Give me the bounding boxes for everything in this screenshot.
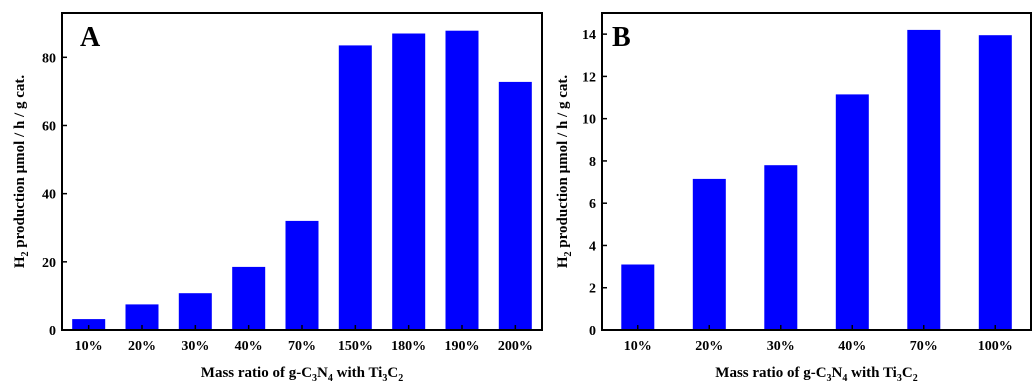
bar-20% [692, 178, 726, 330]
x-tick-label: 10% [75, 339, 103, 354]
x-tick-label: 10% [624, 339, 652, 354]
y-tick-label: 0 [589, 324, 596, 339]
y-axis-title: H2 production μmol / h / g cat. [555, 75, 574, 268]
x-tick-label: 180% [391, 339, 426, 354]
bar-70% [285, 220, 319, 330]
y-tick-label: 10 [582, 113, 596, 128]
bar-150% [338, 45, 372, 331]
x-tick-label: 190% [445, 339, 480, 354]
x-tick-label: 40% [235, 339, 263, 354]
y-axis-title: H2 production μmol / h / g cat. [12, 75, 31, 268]
bar-40% [232, 266, 266, 330]
x-tick-label: 40% [838, 339, 866, 354]
bar-190% [445, 30, 479, 330]
plot-frame [601, 12, 1032, 331]
x-tick-label: 150% [338, 339, 373, 354]
bar-70% [907, 29, 941, 331]
bar-180% [392, 33, 426, 330]
x-tick-label: 200% [498, 339, 533, 354]
panel-label: B [612, 22, 631, 53]
x-tick-label: 70% [910, 339, 938, 354]
panel-a-chart: 0 20 40 60 80 10% 20% 30% 40% 70% 150% 180% 190% 200%… [12, 12, 543, 383]
bar-10% [621, 264, 655, 330]
bar-10% [72, 319, 106, 330]
y-tick-label: 60 [42, 119, 56, 134]
x-tick-label: 30% [181, 339, 209, 354]
x-tick-label: 20% [695, 339, 723, 354]
y-tick-label: 14 [582, 28, 596, 43]
x-axis-title: Mass ratio of g-C3N4 with Ti3C2 [201, 365, 403, 383]
x-tick-label: 100% [978, 339, 1013, 354]
bar-40% [835, 94, 869, 331]
panel-b-chart: 0 2 4 6 8 10 12 14 10% 20% 30% 40% 70% 100% B Mass rati… [555, 12, 1032, 383]
y-tick-label: 20 [42, 256, 56, 271]
y-tick-label: 80 [42, 51, 56, 66]
x-tick-label: 20% [128, 339, 156, 354]
bar-100% [978, 35, 1012, 330]
x-tick-label: 70% [288, 339, 316, 354]
y-tick-label: 40 [42, 188, 56, 203]
x-tick-label: 30% [767, 339, 795, 354]
bar-30% [764, 165, 798, 330]
y-tick-label: 12 [582, 70, 596, 85]
y-tick-label: 8 [589, 155, 596, 170]
y-tick-label: 2 [589, 282, 596, 297]
y-tick-label: 0 [49, 324, 56, 339]
panel-label: A [80, 22, 101, 53]
bar-200% [498, 81, 532, 331]
y-tick-label: 4 [589, 239, 596, 254]
bar-30% [178, 293, 212, 330]
x-axis-title: Mass ratio of g-C3N4 with Ti3C2 [715, 365, 917, 383]
y-tick-label: 6 [589, 197, 596, 212]
